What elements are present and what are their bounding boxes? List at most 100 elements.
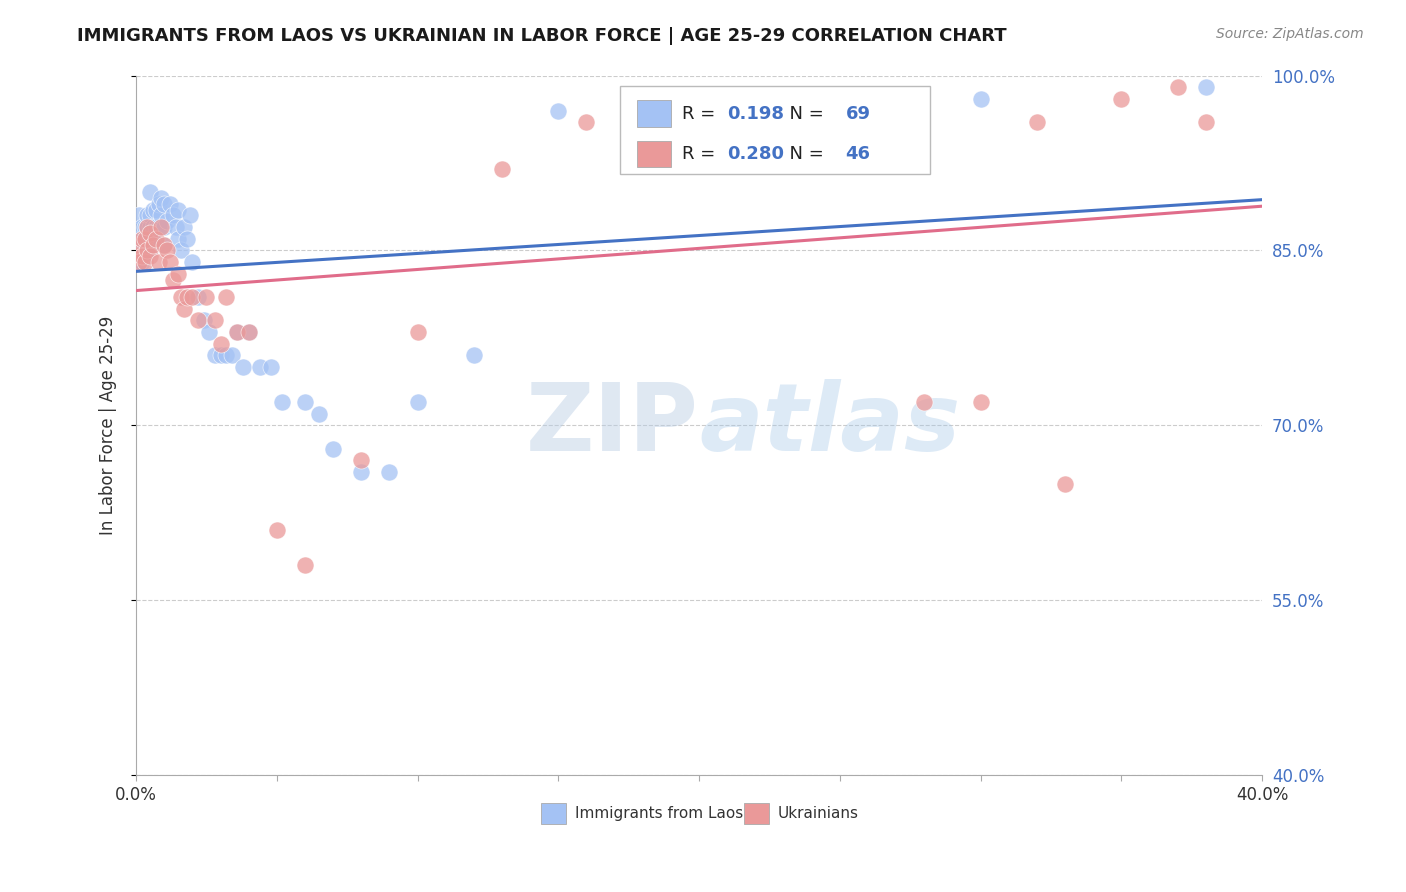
- Point: [176, 232, 198, 246]
- Text: 46: 46: [845, 145, 870, 163]
- Point: [350, 465, 373, 479]
- Point: [139, 209, 162, 223]
- Text: 0.198: 0.198: [727, 104, 785, 123]
- FancyBboxPatch shape: [620, 86, 929, 174]
- Point: [187, 290, 209, 304]
- Point: [142, 232, 165, 246]
- Point: [153, 220, 176, 235]
- Point: [128, 255, 150, 269]
- Point: [238, 325, 260, 339]
- Point: [142, 237, 165, 252]
- Point: [139, 232, 162, 246]
- Point: [131, 237, 153, 252]
- Point: [162, 273, 184, 287]
- Text: atlas: atlas: [699, 379, 960, 472]
- Point: [271, 395, 294, 409]
- Point: [139, 244, 162, 258]
- Point: [136, 237, 159, 252]
- Point: [209, 336, 232, 351]
- Point: [294, 395, 316, 409]
- Point: [139, 249, 162, 263]
- Point: [238, 325, 260, 339]
- Point: [187, 313, 209, 327]
- Point: [308, 407, 330, 421]
- Point: [134, 232, 156, 246]
- Point: [772, 109, 794, 123]
- Point: [125, 255, 148, 269]
- Point: [491, 161, 513, 176]
- Y-axis label: In Labor Force | Age 25-29: In Labor Force | Age 25-29: [100, 316, 117, 535]
- Point: [148, 220, 170, 235]
- Point: [139, 226, 162, 240]
- Point: [145, 232, 167, 246]
- Point: [134, 237, 156, 252]
- Point: [1195, 80, 1218, 95]
- Point: [156, 244, 179, 258]
- Point: [260, 360, 283, 375]
- Point: [159, 255, 181, 269]
- Point: [195, 290, 218, 304]
- Point: [179, 209, 201, 223]
- Point: [125, 255, 148, 269]
- Point: [969, 92, 991, 106]
- Point: [1111, 92, 1133, 106]
- Point: [153, 197, 176, 211]
- Point: [232, 360, 254, 375]
- Point: [173, 220, 195, 235]
- Point: [136, 220, 159, 235]
- Point: [148, 197, 170, 211]
- Point: [266, 524, 288, 538]
- Point: [181, 290, 204, 304]
- Point: [575, 115, 598, 129]
- Text: N =: N =: [778, 145, 830, 163]
- Point: [125, 237, 148, 252]
- Point: [209, 349, 232, 363]
- Point: [148, 255, 170, 269]
- Point: [142, 202, 165, 217]
- Point: [125, 249, 148, 263]
- Point: [1053, 476, 1076, 491]
- Point: [136, 244, 159, 258]
- Point: [142, 220, 165, 235]
- Point: [226, 325, 249, 339]
- Point: [134, 249, 156, 263]
- Point: [150, 209, 173, 223]
- Text: ZIP: ZIP: [526, 379, 699, 472]
- Point: [153, 237, 176, 252]
- Text: R =: R =: [682, 104, 721, 123]
- Point: [136, 209, 159, 223]
- Point: [139, 220, 162, 235]
- Point: [139, 185, 162, 199]
- Point: [659, 103, 682, 118]
- Point: [204, 313, 226, 327]
- Point: [167, 267, 190, 281]
- Point: [150, 220, 173, 235]
- Point: [128, 255, 150, 269]
- Point: [1167, 80, 1189, 95]
- Point: [631, 103, 654, 118]
- Point: [165, 220, 187, 235]
- Point: [1025, 115, 1047, 129]
- Text: IMMIGRANTS FROM LAOS VS UKRAINIAN IN LABOR FORCE | AGE 25-29 CORRELATION CHART: IMMIGRANTS FROM LAOS VS UKRAINIAN IN LAB…: [77, 27, 1007, 45]
- Point: [1195, 115, 1218, 129]
- Point: [170, 244, 193, 258]
- Point: [136, 220, 159, 235]
- Point: [131, 232, 153, 246]
- Point: [150, 191, 173, 205]
- Point: [128, 209, 150, 223]
- Point: [162, 209, 184, 223]
- Point: [215, 290, 238, 304]
- Point: [131, 255, 153, 269]
- Text: Source: ZipAtlas.com: Source: ZipAtlas.com: [1216, 27, 1364, 41]
- Point: [156, 214, 179, 228]
- Point: [198, 325, 221, 339]
- Text: 0.280: 0.280: [727, 145, 785, 163]
- Point: [128, 232, 150, 246]
- Point: [221, 349, 243, 363]
- Text: 69: 69: [845, 104, 870, 123]
- Point: [215, 349, 238, 363]
- Point: [167, 202, 190, 217]
- Point: [131, 220, 153, 235]
- Point: [226, 325, 249, 339]
- Point: [145, 220, 167, 235]
